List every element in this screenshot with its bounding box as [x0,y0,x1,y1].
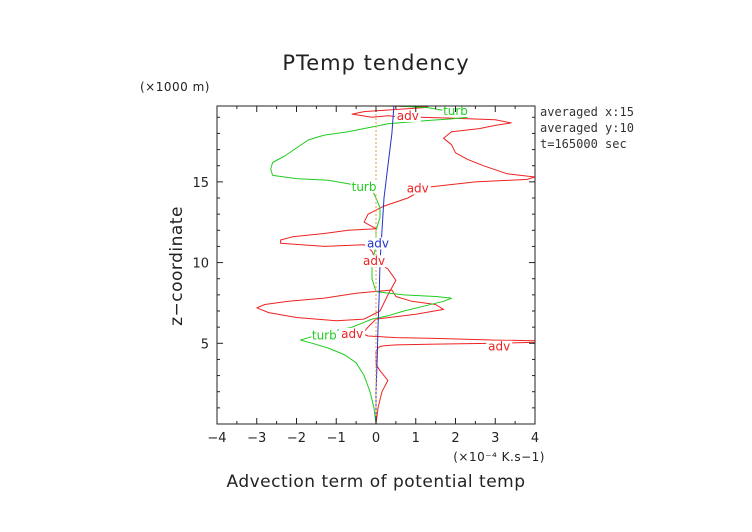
x-tick-label: −3 [247,431,266,446]
y-tick-label: 5 [201,337,209,352]
side-annotation: averaged y:10 [540,121,634,135]
x-tick-label: 4 [531,431,539,446]
side-annotation: t=165000 sec [540,137,627,151]
x-tick-label: −1 [327,431,346,446]
curve-label-turb: turb [352,180,377,194]
curve-label-backdrop [364,237,391,250]
curve-label-backdrop [361,255,388,268]
y-tick-label: 15 [192,176,209,191]
side-annotation: averaged x:15 [540,105,634,119]
y-axis-unit: (×1000 m) [140,80,210,94]
side-annotations: averaged x:15 averaged y:10 t=165000 sec [540,105,634,151]
curve-label-adv: adv [407,182,429,196]
x-tick-label: −4 [207,431,226,446]
curve-label-backdrop [351,180,378,193]
curve-label-backdrop [311,329,338,342]
x-tick-label: 3 [491,431,499,446]
chart-title: PTemp tendency [282,51,469,75]
x-tick-label: −2 [287,431,306,446]
y-tick-label: 10 [192,257,209,272]
y-axis-title: z−coordinate [167,206,187,326]
curve-label-adv: adv [488,340,510,354]
curve-label-adv: adv [363,254,385,268]
x-axis-title: Advection term of potential temp [226,472,525,492]
x-tick-label: 0 [372,431,380,446]
curve-label-adv: adv [367,236,389,250]
x-axis-unit: (×10⁻⁴ K.s−1) [453,450,545,464]
series-line-adv-0 [256,106,535,424]
x-tick-label: 1 [412,431,420,446]
series-layer [256,106,535,424]
curve-label-backdrop [339,327,366,340]
curve-label-adv: adv [397,109,419,123]
curve-label-backdrop [486,340,513,353]
y-axis-ticks: 5 10 15 [192,116,535,409]
curve-label-backdrop [404,182,431,195]
curve-label-turb: turb [312,328,337,342]
curve-label-backdrop [394,109,421,122]
curve-label-adv: adv [341,327,363,341]
x-axis-ticks: −4 −3 −2 −1 0 1 2 3 4 [207,106,539,446]
x-tick-label: 2 [451,431,459,446]
